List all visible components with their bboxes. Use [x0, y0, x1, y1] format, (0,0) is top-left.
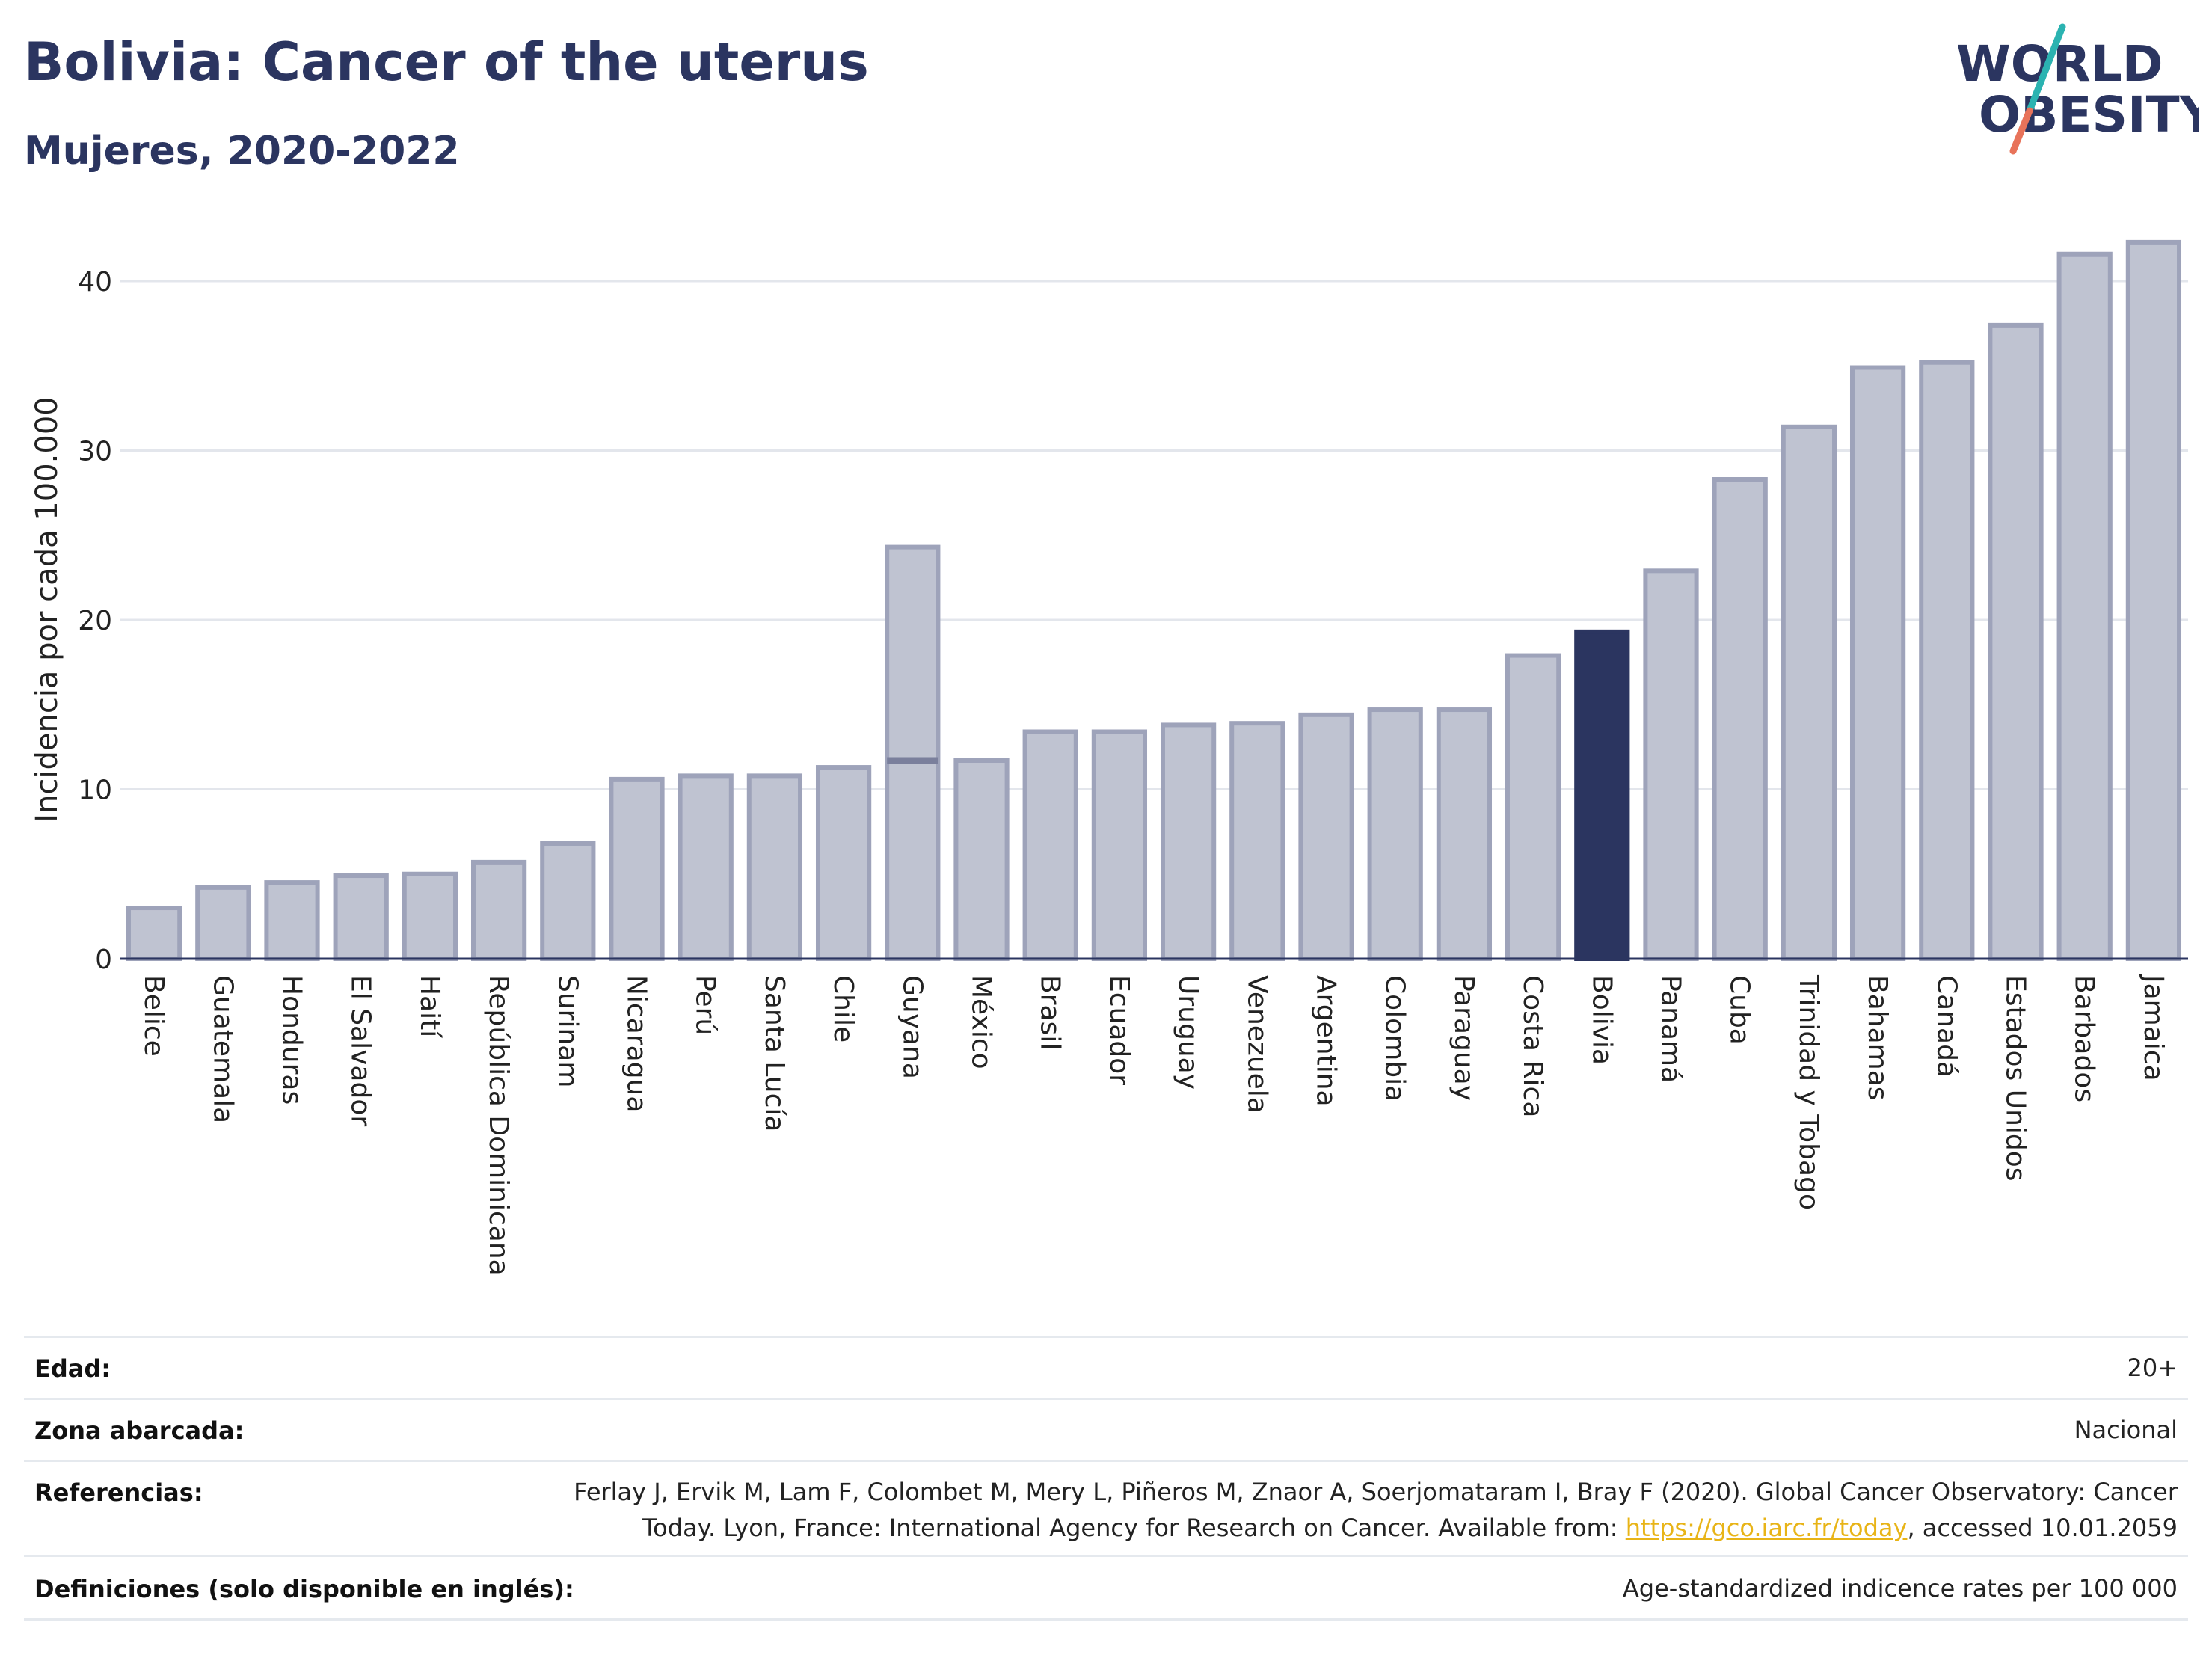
info-row-referencias: Referencias: Ferlay J, Ervik M, Lam F, C… [24, 1460, 2188, 1555]
x-tick-label: Colombia [1380, 975, 1410, 1102]
x-tick-label: Bolivia [1586, 975, 1617, 1065]
def-label: Definiciones (solo disponible en inglés)… [34, 1575, 574, 1603]
x-tick-label: Trinidad y Tobago [1793, 974, 1824, 1210]
logo-text-obesity: OBESITY [1979, 86, 2199, 144]
y-tick-label: 10 [78, 776, 112, 806]
bar-paraguay [1436, 707, 1493, 961]
bar-bahamas [1849, 365, 1906, 961]
x-tick-label: Ecuador [1104, 975, 1134, 1085]
x-tick-label: Guyana [897, 975, 927, 1079]
bar-república-dominicana [470, 859, 527, 962]
ref-line-2: Today. Lyon, France: International Agenc… [574, 1510, 2178, 1546]
bar-canadá [1919, 360, 1975, 962]
bar-barbados [2056, 251, 2113, 961]
ref-line-2-pre: Today. Lyon, France: International Agenc… [642, 1514, 1626, 1542]
def-value: Age-standardized indicence rates per 100… [1622, 1574, 2178, 1603]
x-tick-label: República Dominicana [483, 975, 514, 1276]
bar-argentina [1298, 712, 1354, 962]
info-table: Edad: 20+ Zona abarcada: Nacional Refere… [24, 1336, 2188, 1621]
bar-méxico [953, 758, 1010, 961]
x-tick-label: Venezuela [1241, 975, 1272, 1114]
info-row-zona: Zona abarcada: Nacional [24, 1398, 2188, 1460]
x-tick-label: Bahamas [1862, 975, 1893, 1101]
zona-value: Nacional [2074, 1416, 2178, 1444]
y-tick-label: 20 [78, 606, 112, 636]
x-tick-label: Uruguay [1173, 975, 1203, 1090]
y-tick-label: 0 [95, 945, 112, 975]
bar-guyana [885, 544, 941, 961]
x-tick-label: Panamá [1656, 975, 1686, 1083]
bar-santa-lucía [746, 773, 803, 961]
bar-haití [402, 871, 458, 961]
bar-brasil [1022, 729, 1078, 961]
x-tick-label: Surinam [552, 975, 583, 1087]
edad-label: Edad: [34, 1354, 111, 1383]
y-axis-label: Incidencia por cada 100.000 [30, 396, 64, 823]
bar-honduras [264, 880, 320, 961]
y-tick-label: 30 [78, 437, 112, 467]
ref-line-2-post: , accessed 10.01.2059 [1907, 1514, 2178, 1542]
x-tick-label: Barbados [2069, 975, 2100, 1102]
bar-estados-unidos [1988, 322, 2044, 961]
logo-text-world: WORLD [1956, 35, 2163, 93]
bar-perú [678, 773, 734, 961]
x-tick-label: Honduras [277, 975, 307, 1105]
bar-el-salvador [333, 873, 389, 962]
bar-bolivia [1574, 629, 1630, 961]
info-row-definiciones: Definiciones (solo disponible en inglés)… [24, 1555, 2188, 1621]
x-tick-label: Canadá [1931, 975, 1961, 1078]
x-tick-label: Costa Rica [1517, 975, 1548, 1117]
chart-title: Bolivia: Cancer of the uterus [24, 31, 869, 93]
bar-jamaica [2125, 239, 2182, 961]
chart-subtitle: Mujeres, 2020-2022 [24, 129, 460, 174]
info-row-edad: Edad: 20+ [24, 1336, 2188, 1398]
x-tick-label: Belice [138, 975, 169, 1057]
bar-surinam [540, 841, 596, 961]
world-obesity-logo: WORLD OBESITY [1956, 23, 2199, 155]
x-tick-label: Guatemala [207, 975, 238, 1123]
x-tick-label: Cuba [1724, 975, 1755, 1045]
zona-label: Zona abarcada: [34, 1416, 245, 1445]
bar-ecuador [1091, 729, 1148, 961]
bar-panamá [1643, 568, 1699, 961]
x-tick-label: Argentina [1311, 975, 1342, 1107]
x-tick-label: El Salvador [345, 975, 376, 1126]
ref-value: Ferlay J, Ervik M, Lam F, Colombet M, Me… [574, 1474, 2178, 1546]
bar-venezuela [1229, 721, 1285, 961]
bar-costa-rica [1505, 653, 1561, 961]
bar-belice [126, 906, 182, 962]
bar-guatemala [195, 885, 251, 961]
ref-label: Referencias: [34, 1479, 203, 1507]
bar-cuba [1712, 477, 1768, 961]
logo-slash-top [2026, 23, 2066, 114]
bar-uruguay [1160, 722, 1217, 961]
bar-trinidad-y-tobago [1781, 424, 1837, 961]
ref-link[interactable]: https://gco.iarc.fr/today [1625, 1514, 1908, 1542]
x-tick-label: Paraguay [1448, 975, 1479, 1101]
y-tick-label: 40 [78, 267, 112, 298]
bar-nicaragua [609, 776, 665, 962]
x-tick-label: Estados Unidos [2000, 975, 2031, 1182]
edad-value: 20+ [2127, 1354, 2178, 1382]
x-tick-label: Chile [828, 975, 858, 1043]
bar-chart: 0 10 20 30 40 Incidencia por cada 100.000 Beli… [30, 239, 2188, 1276]
logo-slash-bottom [2009, 107, 2033, 155]
x-tick-label: Brasil [1035, 975, 1066, 1050]
bar-chile [815, 765, 872, 962]
x-tick-label: México [966, 975, 997, 1069]
x-tick-label: Nicaragua [621, 975, 652, 1112]
x-tick-label: Haití [414, 975, 445, 1038]
ref-line-1: Ferlay J, Ervik M, Lam F, Colombet M, Me… [574, 1478, 2178, 1506]
x-tick-label: Jamaica [2138, 974, 2169, 1081]
x-tick-label: Perú [690, 975, 721, 1035]
x-tick-label: Santa Lucía [759, 975, 790, 1132]
bar-colombia [1367, 707, 1423, 961]
